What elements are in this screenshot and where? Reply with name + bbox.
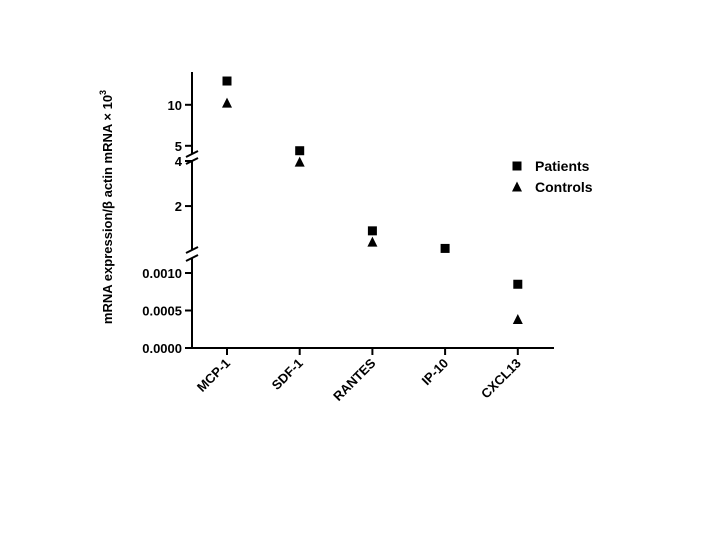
x-tick-label: CXCL13 — [478, 356, 524, 402]
patients-point-cxcl13 — [513, 279, 523, 289]
y-tick-label: 4 — [175, 154, 183, 169]
data-marks — [222, 76, 523, 324]
x-tick-label: MCP-1 — [194, 356, 233, 395]
y-ticks: 5 10 4 2 0.0010 0.0005 0.0000 — [142, 98, 192, 356]
legend-marker-controls — [512, 181, 522, 192]
axis-break-bottom — [185, 246, 199, 254]
legend-label-controls: Controls — [535, 179, 593, 195]
y-tick-label: 0.0010 — [142, 266, 182, 281]
axis-break-top — [185, 150, 199, 158]
y-axis-title-exponent: 3 — [98, 90, 108, 95]
patients-point-rantes — [367, 226, 377, 236]
x-tick-label: SDF-1 — [269, 356, 306, 393]
patients-point-mcp-1 — [222, 76, 232, 86]
x-tick-label: IP-10 — [419, 356, 452, 389]
controls-point-mcp-1 — [222, 97, 232, 108]
patients-point-sdf-1 — [295, 146, 305, 156]
x-ticks: MCP-1 SDF-1 RANTES IP-10 CXCL13 — [194, 348, 524, 404]
y-tick-label: 2 — [175, 199, 182, 214]
axis-break-bottom-2 — [185, 254, 199, 262]
legend-label-patients: Patients — [535, 158, 590, 174]
legend: Patients Controls — [512, 158, 593, 195]
controls-point-sdf-1 — [294, 156, 305, 167]
y-axis-title: mRNA expression/β actin mRNA × 103 — [98, 90, 115, 324]
y-axis-title-main: mRNA expression/β actin mRNA × 10 — [100, 95, 115, 324]
patients-point-ip-10 — [440, 243, 450, 253]
y-tick-label: 0.0005 — [142, 304, 182, 319]
y-tick-label: 5 — [175, 139, 182, 154]
controls-point-rantes — [367, 236, 378, 247]
y-tick-label: 0.0000 — [142, 341, 182, 356]
legend-marker-patients — [512, 161, 522, 171]
x-tick-label: RANTES — [330, 355, 379, 404]
y-tick-label: 10 — [168, 98, 182, 113]
controls-point-cxcl13 — [512, 314, 523, 324]
y-axis — [185, 72, 199, 348]
